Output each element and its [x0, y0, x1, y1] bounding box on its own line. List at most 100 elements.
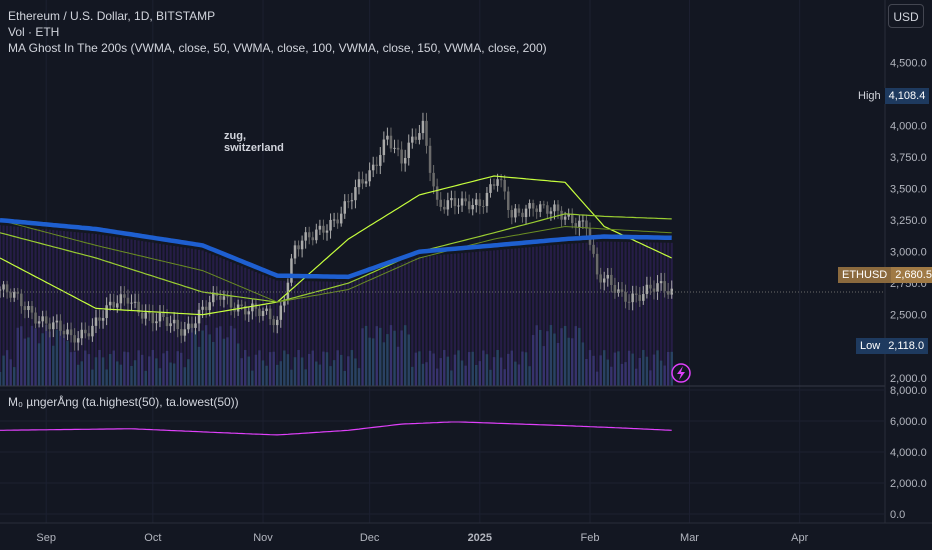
ghost-band-column: [59, 230, 62, 386]
ghost-band-column: [297, 281, 300, 386]
candle-body: [251, 303, 254, 312]
oscillator-tick-label: 8,000.0: [890, 385, 927, 397]
volume-bar: [403, 325, 407, 386]
candle-body: [158, 313, 162, 322]
volume-bar: [421, 363, 425, 386]
ghost-band-column: [521, 247, 524, 386]
candle-body: [599, 274, 602, 283]
candle-body: [322, 225, 325, 233]
symbol-flag-label: ETHUSD: [838, 267, 892, 283]
candle-body: [475, 199, 478, 205]
candle-body: [208, 302, 211, 311]
time-axis[interactable]: Sep Oct Nov Dec 2025 Feb Mar Apr: [36, 532, 808, 544]
ghost-band-column: [645, 242, 648, 386]
ghost-band-column: [379, 270, 382, 386]
ghost-band-column: [631, 242, 634, 386]
ghost-band-column: [308, 281, 311, 386]
volume-bar: [315, 361, 318, 386]
volume-bar: [265, 365, 268, 386]
ghost-band-column: [183, 247, 186, 386]
candle-body: [556, 204, 560, 211]
volume-bar: [20, 326, 23, 386]
candle-body: [382, 139, 386, 156]
candle-body: [293, 245, 297, 259]
volume-bar: [496, 350, 499, 386]
candle-body: [222, 296, 226, 300]
volume-bar: [432, 353, 435, 386]
lightning-badge[interactable]: [671, 363, 691, 383]
ghost-band-column: [443, 254, 446, 386]
ghost-band-column: [386, 268, 389, 386]
volume-bar: [489, 369, 492, 386]
ghost-band-column: [208, 253, 211, 386]
price-tick-label: 4,500.0: [890, 58, 927, 70]
volume-legend[interactable]: Vol · ETH: [8, 25, 60, 39]
ghost-band-column: [261, 274, 265, 386]
ghost-band-column: [0, 225, 2, 386]
volume-bar: [588, 350, 592, 386]
candle-body: [627, 301, 631, 303]
candle-body: [524, 208, 528, 218]
volume-bar: [531, 335, 535, 386]
ghost-band-column: [507, 249, 510, 386]
volume-bar: [101, 357, 105, 386]
volume-bar: [194, 330, 197, 386]
volume-bar: [5, 350, 9, 386]
ghost-band-column: [532, 246, 535, 386]
volume-bar: [283, 350, 286, 386]
candle-body: [482, 206, 485, 208]
ghost-band-column: [325, 281, 329, 386]
candle-body: [236, 304, 240, 312]
candle-body: [172, 319, 176, 324]
volume-bar: [570, 338, 574, 386]
volume-bar: [311, 350, 315, 386]
volume-bar: [499, 357, 503, 386]
oscillator-tick-label: 2,000.0: [890, 478, 927, 490]
candle-body: [5, 284, 9, 293]
volume-bar: [411, 366, 414, 386]
volume-bar: [613, 352, 617, 386]
oscillator-tick-label: 6,000.0: [890, 416, 927, 428]
ghost-band-column: [343, 281, 346, 386]
candle-body: [652, 288, 656, 292]
symbol-title[interactable]: Ethereum / U.S. Dollar, 1D, BITSTAMP: [8, 9, 216, 23]
candle-body: [514, 208, 517, 218]
ghost-band-column: [460, 253, 464, 386]
time-grid: [45, 0, 801, 523]
volume-bar: [297, 350, 300, 386]
low-flag-value: 2,118.0: [884, 338, 929, 354]
volume-bar: [126, 352, 130, 386]
candle-body: [283, 299, 286, 306]
candle-body: [386, 135, 389, 140]
currency-button[interactable]: USD: [888, 4, 924, 28]
ghost-band-column: [592, 242, 595, 386]
high-flag-value: 4,108.4: [884, 88, 930, 104]
volume-bar: [69, 352, 73, 386]
ghost-band-column: [290, 280, 293, 386]
candle-body: [574, 223, 578, 228]
volume-bar: [627, 350, 631, 386]
ghost-band-column: [542, 245, 545, 386]
chart-annotation: zug, switzerland: [224, 130, 284, 154]
ghost-band-column: [87, 233, 90, 386]
candle-body: [542, 204, 546, 206]
ghost-band-column: [546, 245, 549, 386]
time-tick-label: Feb: [581, 532, 600, 544]
candle-body: [101, 318, 105, 321]
ghost-band-column: [315, 281, 318, 386]
oscillator-legend[interactable]: M₀ µngerÅng (ta.highest(50), ta.lowest(5…: [8, 395, 239, 409]
volume-bar: [9, 359, 12, 386]
ghost-band-column: [368, 274, 371, 386]
ghost-band-column: [265, 276, 268, 386]
indicator-legend[interactable]: MA Ghost In The 200s (VWMA, close, 50, V…: [8, 41, 547, 55]
volume-bar: [414, 352, 418, 386]
ghost-band-column: [226, 260, 229, 386]
candle-body: [258, 308, 261, 317]
oscillator-axis[interactable]: 8,000.0 6,000.0 4,000.0 2,000.0 0.0: [0, 385, 927, 521]
volume-bar: [368, 337, 371, 386]
ghost-band-column: [624, 241, 627, 386]
volume-bar: [279, 361, 283, 386]
volume-bar: [521, 351, 524, 386]
volume-bar: [208, 334, 211, 386]
